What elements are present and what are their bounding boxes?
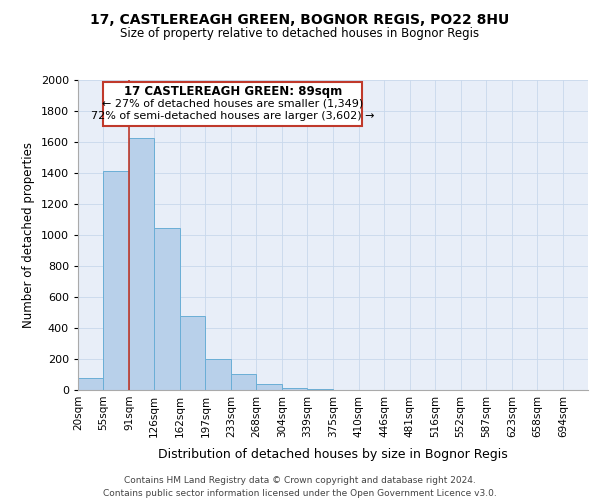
- Bar: [231, 374, 256, 390]
- Bar: [205, 359, 231, 390]
- Bar: [180, 316, 205, 390]
- Text: 72% of semi-detached houses are larger (3,602) →: 72% of semi-detached houses are larger (…: [91, 111, 374, 121]
- Bar: [154, 228, 180, 390]
- Y-axis label: Number of detached properties: Number of detached properties: [22, 142, 35, 328]
- X-axis label: Distribution of detached houses by size in Bognor Regis: Distribution of detached houses by size …: [158, 448, 508, 461]
- Bar: [282, 388, 307, 390]
- Text: Size of property relative to detached houses in Bognor Regis: Size of property relative to detached ho…: [121, 28, 479, 40]
- Bar: [78, 378, 103, 390]
- Bar: [103, 170, 129, 390]
- Bar: [307, 389, 334, 390]
- Bar: [256, 384, 282, 390]
- Bar: [129, 138, 154, 390]
- Text: 17 CASTLEREAGH GREEN: 89sqm: 17 CASTLEREAGH GREEN: 89sqm: [124, 85, 342, 98]
- Text: Contains HM Land Registry data © Crown copyright and database right 2024.
Contai: Contains HM Land Registry data © Crown c…: [103, 476, 497, 498]
- Text: ← 27% of detached houses are smaller (1,349): ← 27% of detached houses are smaller (1,…: [102, 98, 363, 108]
- Bar: [103, 82, 362, 126]
- Text: 17, CASTLEREAGH GREEN, BOGNOR REGIS, PO22 8HU: 17, CASTLEREAGH GREEN, BOGNOR REGIS, PO2…: [91, 12, 509, 26]
